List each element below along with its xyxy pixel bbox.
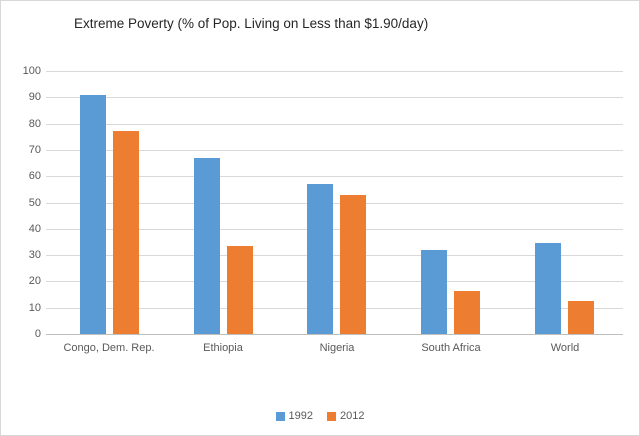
y-tick-label: 70 xyxy=(28,144,41,156)
legend-label: 2012 xyxy=(340,410,365,422)
gridline xyxy=(46,203,623,204)
legend-label: 1992 xyxy=(288,410,313,422)
legend-swatch-icon xyxy=(327,411,336,421)
gridline xyxy=(46,124,623,125)
gridline xyxy=(46,229,623,230)
y-tick-label: 20 xyxy=(28,275,41,287)
bar-1992-ethiopia xyxy=(194,158,220,334)
gridline xyxy=(46,176,623,177)
bar-2012-congo-dem-rep xyxy=(113,131,139,334)
y-tick-label: 30 xyxy=(28,249,41,261)
y-tick-label: 50 xyxy=(28,197,41,209)
bar-1992-nigeria xyxy=(307,184,333,334)
x-category-label: World xyxy=(550,342,580,354)
gridline xyxy=(46,150,623,151)
legend-item-2012: 2012 xyxy=(327,410,364,422)
x-category-label: Ethiopia xyxy=(203,342,243,354)
x-category-label: Nigeria xyxy=(319,342,355,354)
legend-swatch-icon xyxy=(275,411,285,421)
chart-title: Extreme Poverty (% of Pop. Living on Les… xyxy=(74,16,429,31)
bar-1992-south-africa xyxy=(421,250,447,334)
x-axis-line xyxy=(46,334,623,335)
legend-item-1992: 1992 xyxy=(275,410,313,422)
gridline xyxy=(46,97,623,98)
y-tick-label: 40 xyxy=(28,223,41,235)
gridline xyxy=(46,255,623,256)
bar-2012-south-africa xyxy=(454,291,480,334)
y-tick-label: 60 xyxy=(28,170,41,182)
legend: 1992 2012 xyxy=(1,410,639,422)
y-tick-label: 0 xyxy=(34,328,41,340)
y-tick-label: 10 xyxy=(28,302,41,314)
bar-2012-world xyxy=(568,301,594,334)
y-tick-label: 90 xyxy=(28,91,41,103)
bar-2012-ethiopia xyxy=(227,246,253,334)
bar-1992-congo-dem-rep xyxy=(80,95,106,334)
gridline xyxy=(46,308,623,309)
x-category-label: South Africa xyxy=(421,342,481,354)
y-tick-label: 80 xyxy=(28,118,41,130)
x-category-label: Congo, Dem. Rep. xyxy=(63,342,155,354)
gridline xyxy=(46,281,623,282)
y-tick-label: 100 xyxy=(22,65,41,77)
bar-2012-nigeria xyxy=(340,195,366,334)
gridline xyxy=(46,71,623,72)
bar-1992-world xyxy=(535,243,561,334)
